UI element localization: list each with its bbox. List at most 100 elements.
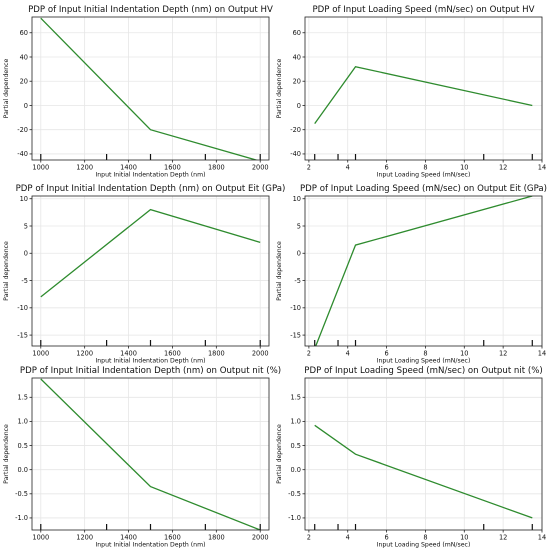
x-tick-label: 1000 <box>32 350 49 358</box>
x-tick-label: 2 <box>307 350 311 358</box>
x-axis-label: Input Loading Speed (mN/sec) <box>377 172 471 179</box>
axes-frame <box>304 16 543 161</box>
y-tick-label: -1.0 <box>15 514 28 522</box>
x-tick-label: 4 <box>346 350 350 358</box>
y-tick-label: -0.5 <box>288 490 301 498</box>
y-axis-label: Partial dependence <box>276 424 283 484</box>
y-tick-label: -5 <box>21 277 28 285</box>
x-tick-label: 1600 <box>164 164 181 172</box>
x-tick-label: 12 <box>499 164 507 172</box>
y-tick-label: 40 <box>293 53 301 61</box>
pdp-line <box>40 378 261 530</box>
x-tick-label: 1200 <box>76 164 93 172</box>
axes-frame <box>31 377 270 531</box>
y-axis-label: Partial dependence <box>3 241 10 301</box>
x-tick-label: 8 <box>423 350 427 358</box>
pdp-panel-2: 2 4 6 8 10 12 14 -40 -20 0 20 40 60 PDP of Input Load… <box>276 5 546 179</box>
y-tick-label: 0 <box>24 102 28 110</box>
chart-title: PDP of Input Loading Speed (mN/sec) on O… <box>304 366 542 376</box>
x-tick-label: 8 <box>423 534 427 542</box>
y-axis-label: Partial dependence <box>276 58 283 118</box>
x-tick-label: 2 <box>307 164 311 172</box>
y-tick-label: 20 <box>293 78 301 86</box>
y-tick-label: 0 <box>297 102 301 110</box>
x-tick-label: 14 <box>538 350 546 358</box>
x-tick-label: 1200 <box>76 350 93 358</box>
y-tick-label: 1.0 <box>291 418 302 426</box>
chart-title: PDP of Input Initial Indentation Depth (… <box>20 366 281 376</box>
y-tick-label: 0 <box>24 250 28 258</box>
y-tick-label: -10 <box>290 304 301 312</box>
x-tick-label: 10 <box>460 164 468 172</box>
x-axis-label: Input Loading Speed (mN/sec) <box>377 542 471 549</box>
x-tick-label: 2 <box>307 534 311 542</box>
axes-frame <box>31 16 270 161</box>
x-tick-label: 12 <box>499 534 507 542</box>
x-tick-label: 4 <box>346 164 350 172</box>
x-tick-label: 14 <box>538 534 546 542</box>
y-tick-label: 1.0 <box>18 418 29 426</box>
y-tick-label: 20 <box>20 78 28 86</box>
x-tick-label: 1400 <box>120 534 137 542</box>
x-tick-label: 1400 <box>120 164 137 172</box>
y-tick-label: 60 <box>20 29 28 37</box>
chart-title: PDP of Input Loading Speed (mN/sec) on O… <box>300 184 547 194</box>
y-tick-label: 10 <box>20 195 28 203</box>
y-tick-label: 1.5 <box>18 394 29 402</box>
x-tick-label: 1800 <box>208 164 225 172</box>
y-tick-label: -5 <box>294 277 301 285</box>
x-tick-label: 4 <box>346 534 350 542</box>
y-tick-label: -15 <box>290 331 301 339</box>
x-tick-label: 14 <box>538 164 546 172</box>
y-tick-label: -20 <box>290 126 301 134</box>
y-tick-label: 1.5 <box>291 394 302 402</box>
axes-frame <box>304 377 543 531</box>
x-tick-label: 6 <box>384 164 388 172</box>
y-tick-label: -20 <box>17 126 28 134</box>
y-tick-label: -1.0 <box>288 514 301 522</box>
x-tick-label: 1200 <box>76 534 93 542</box>
x-axis-label: Input Loading Speed (mN/sec) <box>377 358 471 365</box>
y-tick-label: 0.0 <box>291 466 302 474</box>
y-tick-label: 10 <box>293 195 301 203</box>
y-tick-label: -40 <box>290 150 301 158</box>
x-tick-label: 10 <box>460 534 468 542</box>
x-axis-label: Input Initial Indentation Depth (nm) <box>95 542 205 549</box>
pdp-panel-1: 1000 1200 1400 1600 1800 2000 -40 -20 0 20 40 60 PDP… <box>3 5 273 179</box>
pdp-line <box>40 17 259 160</box>
pdp-line <box>314 424 533 519</box>
x-tick-label: 8 <box>423 164 427 172</box>
chart-title: PDP of Input Initial Indentation Depth (… <box>16 184 286 194</box>
x-tick-label: 2000 <box>252 534 269 542</box>
x-tick-label: 6 <box>384 534 388 542</box>
x-tick-label: 12 <box>499 350 507 358</box>
y-axis-label: Partial dependence <box>3 424 10 484</box>
pdp-line <box>315 196 533 346</box>
pdp-line <box>314 65 533 124</box>
axes-frame <box>304 195 543 347</box>
pdp-panel-6: 2 4 6 8 10 12 14 -1.0 -0.5 0.0 0.5 1.0 1.5 PDP of Inp… <box>276 366 546 549</box>
y-tick-label: 0.5 <box>18 442 29 450</box>
y-tick-label: -40 <box>17 150 28 158</box>
x-tick-label: 6 <box>384 350 388 358</box>
chart-title: PDP of Input Initial Indentation Depth (… <box>28 5 273 15</box>
x-tick-label: 2000 <box>252 164 269 172</box>
y-tick-label: 0.0 <box>18 466 29 474</box>
y-tick-label: 60 <box>293 29 301 37</box>
pdp-panel-5: 1000 1200 1400 1600 1800 2000 -1.0 -0.5 0.0 0.5 1.… <box>3 366 281 549</box>
y-tick-label: 0 <box>297 250 301 258</box>
y-tick-label: 5 <box>24 222 28 230</box>
x-tick-label: 1800 <box>208 350 225 358</box>
y-tick-label: 0.5 <box>291 442 302 450</box>
x-tick-label: 1800 <box>208 534 225 542</box>
y-tick-label: -15 <box>17 331 28 339</box>
chart-title: PDP of Input Loading Speed (mN/sec) on O… <box>312 5 534 15</box>
pdp-panel-3: 1000 1200 1400 1600 1800 2000 -15 -10 -5 0 5 10PDP … <box>3 184 285 365</box>
x-axis-label: Input Initial Indentation Depth (nm) <box>95 358 205 365</box>
x-tick-label: 1600 <box>164 350 181 358</box>
pdp-line <box>40 208 261 298</box>
y-tick-label: -10 <box>17 304 28 312</box>
x-tick-label: 1000 <box>32 534 49 542</box>
